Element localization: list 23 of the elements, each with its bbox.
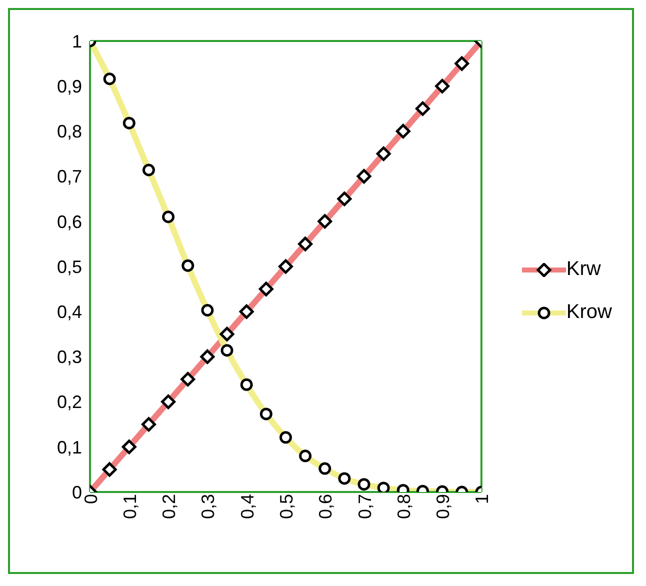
- y-tick-label: 0,3: [56, 347, 82, 368]
- y-tick-label: 0,1: [56, 437, 82, 458]
- y-tick-label: 0,8: [56, 122, 82, 142]
- x-tick-label: 0,2: [159, 494, 180, 520]
- y-tick-label: 0,7: [56, 166, 82, 187]
- y-tick-label: 0,9: [56, 76, 82, 96]
- x-tick-label: 0,7: [354, 494, 375, 520]
- x-tick-label: 1: [472, 494, 492, 504]
- x-tick-label: 0,1: [120, 494, 140, 520]
- x-tick-label: 0,6: [316, 494, 336, 520]
- x-tick-label: 0: [80, 494, 101, 504]
- x-tick-label: 0,9: [433, 494, 454, 520]
- y-tick-label: 0,2: [56, 392, 82, 412]
- y-tick-label: 0,6: [56, 212, 82, 232]
- y-tick-label: 0,4: [56, 302, 82, 322]
- legend-label: Krw: [566, 258, 601, 281]
- y-tick-label: 0,5: [56, 256, 82, 277]
- y-tick-label: 1: [72, 31, 82, 52]
- x-tick-label: 0,5: [276, 494, 296, 520]
- x-tick-label: 0,4: [237, 494, 258, 520]
- legend-label: Krow: [566, 301, 612, 324]
- x-tick-label: 0,3: [198, 494, 218, 520]
- x-tick-label: 0,8: [394, 494, 414, 520]
